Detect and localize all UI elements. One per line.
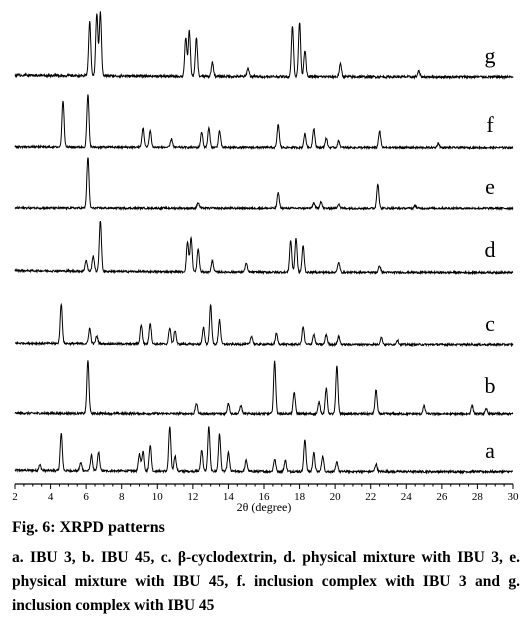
x-tick-label: 24 <box>401 491 413 503</box>
x-tick-label: 14 <box>223 491 235 503</box>
x-tick-label: 4 <box>48 491 54 503</box>
trace-c <box>14 302 514 348</box>
trace-label-a: a <box>485 438 495 463</box>
x-tick-label: 26 <box>436 491 448 503</box>
trace-f <box>14 94 514 151</box>
x-tick-label: 8 <box>119 491 125 503</box>
xrpd-traces <box>14 11 514 475</box>
trace-a <box>14 426 514 475</box>
trace-label-g: g <box>485 43 496 68</box>
caption-text: a. IBU 3, b. IBU 45, c. β-cyclodextrin, … <box>12 549 520 614</box>
x-tick-label: 16 <box>259 491 271 503</box>
x-tick-label: 12 <box>187 491 198 503</box>
trace-label-e: e <box>485 174 495 199</box>
x-tick-label: 6 <box>83 491 89 503</box>
trace-d <box>14 220 514 276</box>
trace-labels: a b c d e f g <box>485 43 496 463</box>
x-tick-label: 30 <box>508 491 520 503</box>
x-tick-label: 2 <box>12 491 18 503</box>
trace-label-d: d <box>485 237 496 262</box>
x-tick-label: 18 <box>294 491 306 503</box>
x-tick-label: 20 <box>330 491 342 503</box>
caption-title: Fig. 6: XRPD patterns <box>12 519 165 536</box>
x-axis-label: 2θ (degree) <box>237 500 292 514</box>
trace-b <box>14 360 514 417</box>
x-axis-ticks: 2 4 6 8 10 12 14 16 18 20 22 24 26 28 30 <box>12 484 519 503</box>
trace-label-b: b <box>485 373 496 398</box>
x-tick-label: 22 <box>365 491 376 503</box>
trace-label-c: c <box>485 311 495 336</box>
trace-g <box>14 11 514 80</box>
trace-label-f: f <box>486 112 494 137</box>
x-tick-label: 28 <box>472 491 484 503</box>
x-tick-label: 10 <box>152 491 164 503</box>
trace-e <box>14 157 514 212</box>
figure-caption: Fig. 6: XRPD patterns a. IBU 3, b. IBU 4… <box>12 518 520 618</box>
